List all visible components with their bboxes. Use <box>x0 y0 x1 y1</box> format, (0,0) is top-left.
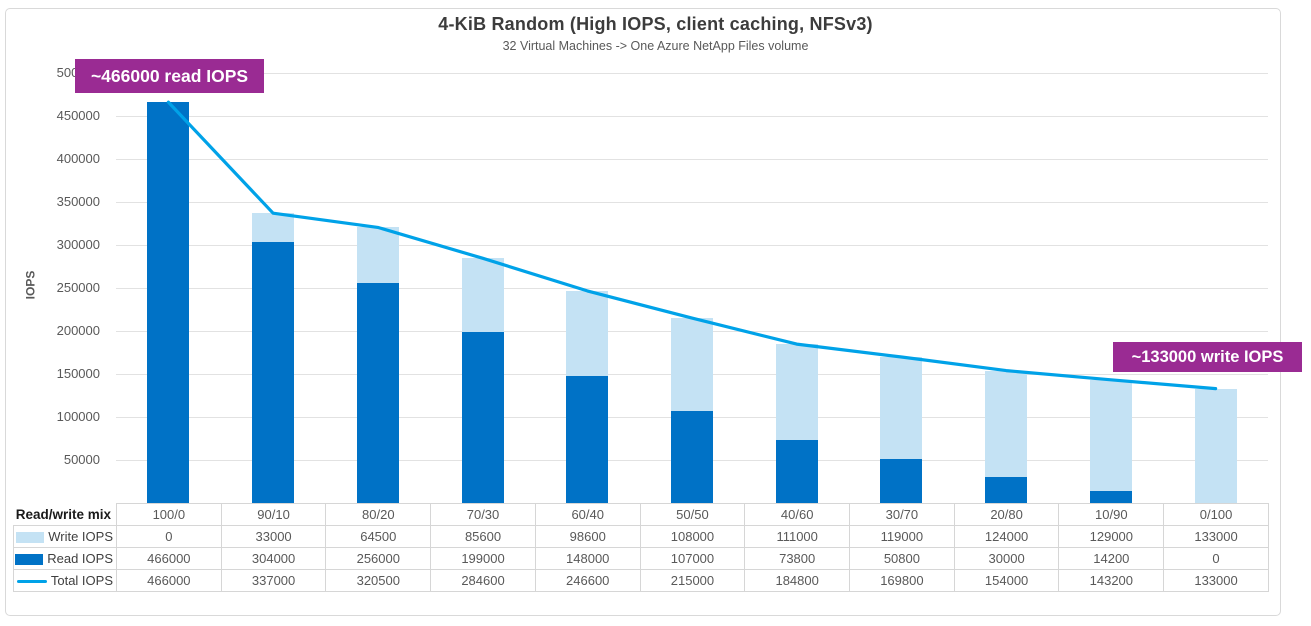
table-category-cell: 40/60 <box>744 503 851 526</box>
y-tick-label: 150000 <box>56 366 100 381</box>
chart-title: 4-KiB Random (High IOPS, client caching,… <box>438 14 873 34</box>
table-value-cell: 64500 <box>325 525 432 548</box>
table-value-cell: 111000 <box>744 525 851 548</box>
write-bar-swatch <box>16 532 45 544</box>
table-category-cell: 100/0 <box>116 503 222 526</box>
y-tick-label: 250000 <box>56 280 100 295</box>
table-value-cell: 256000 <box>325 547 432 570</box>
series-label-text: Total IOPS <box>50 573 113 588</box>
read-iops-bar <box>1089 490 1132 503</box>
y-tick-label: 300000 <box>56 237 100 252</box>
y-gridline <box>116 73 1268 74</box>
read-iops-bar <box>566 375 609 503</box>
y-tick-label: 200000 <box>56 323 100 338</box>
y-axis-label: IOPS <box>23 270 38 300</box>
write-iops-bar <box>461 258 504 332</box>
y-tick-label: 50000 <box>63 452 100 467</box>
table-value-cell: 148000 <box>534 547 641 570</box>
total-line-swatch <box>16 579 47 584</box>
read-iops-bar <box>356 282 399 503</box>
table-value-cell: 284600 <box>430 569 536 592</box>
series-label-text: Read IOPS <box>47 551 113 566</box>
read-iops-bar <box>985 477 1028 503</box>
write-iops-bar <box>880 356 923 460</box>
read-iops-bar <box>147 102 190 503</box>
table-value-cell: 199000 <box>430 547 536 570</box>
table-series-label: Read IOPS <box>13 547 117 570</box>
table-value-cell: 133000 <box>1163 525 1269 548</box>
write-iops-bar <box>775 344 818 440</box>
y-gridline <box>116 202 1268 203</box>
table-category-cell: 70/30 <box>430 503 536 526</box>
table-value-cell: 215000 <box>639 569 746 592</box>
read-iops-bar <box>671 410 713 503</box>
read-iops-callout: ~466000 read IOPS <box>75 59 264 93</box>
table-value-cell: 246600 <box>534 569 641 592</box>
table-value-cell: 466000 <box>116 547 222 570</box>
read-bar-swatch <box>15 554 44 566</box>
write-iops-bar <box>671 318 713 411</box>
table-value-cell: 14200 <box>1058 547 1165 570</box>
write-iops-bar <box>1089 379 1132 491</box>
series-label-text: Write IOPS <box>48 529 113 544</box>
y-tick-label: 100000 <box>56 409 100 424</box>
table-value-cell: 337000 <box>220 569 327 592</box>
read-iops-bar <box>880 459 923 503</box>
table-category-cell: 30/70 <box>849 503 955 526</box>
table-series-label: Write IOPS <box>13 525 117 548</box>
read-iops-bar <box>461 331 504 503</box>
y-gridline <box>116 116 1268 117</box>
table-category-cell: 80/20 <box>325 503 432 526</box>
read-iops-bar <box>252 241 295 503</box>
write-iops-bar <box>985 370 1028 478</box>
table-value-cell: 107000 <box>639 547 746 570</box>
table-value-cell: 0 <box>1163 547 1269 570</box>
table-category-cell: 20/80 <box>953 503 1060 526</box>
chart-subtitle: 32 Virtual Machines -> One Azure NetApp … <box>502 39 809 53</box>
table-value-cell: 304000 <box>220 547 327 570</box>
table-value-cell: 184800 <box>744 569 851 592</box>
table-series-label: Total IOPS <box>13 569 117 592</box>
read-iops-bar <box>775 439 818 503</box>
table-value-cell: 33000 <box>220 525 327 548</box>
table-value-cell: 98600 <box>534 525 641 548</box>
table-value-cell: 466000 <box>116 569 222 592</box>
data-table: Read/write mix 100/0 90/10 80/20 70/30 60/40 5… <box>13 503 1269 592</box>
table-value-cell: 129000 <box>1058 525 1165 548</box>
table-value-cell: 85600 <box>430 525 536 548</box>
write-iops-bar <box>252 213 295 242</box>
table-value-cell: 73800 <box>744 547 851 570</box>
write-iops-callout: ~133000 write IOPS <box>1113 342 1302 372</box>
table-value-cell: 119000 <box>849 525 955 548</box>
table-corner-label: Read/write mix <box>15 506 111 522</box>
table-value-cell: 108000 <box>639 525 746 548</box>
write-iops-bar <box>1194 388 1237 503</box>
table-value-cell: 50800 <box>849 547 955 570</box>
table-category-cell: 90/10 <box>220 503 327 526</box>
table-value-cell: 320500 <box>325 569 432 592</box>
table-value-cell: 133000 <box>1163 569 1269 592</box>
table-value-cell: 154000 <box>953 569 1060 592</box>
table-value-cell: 169800 <box>849 569 955 592</box>
y-tick-label: 450000 <box>56 108 100 123</box>
y-tick-label: 400000 <box>56 151 100 166</box>
y-tick-label: 350000 <box>56 194 100 209</box>
table-category-cell: 10/90 <box>1058 503 1165 526</box>
table-value-cell: 30000 <box>953 547 1060 570</box>
table-value-cell: 0 <box>116 525 222 548</box>
table-category-cell: 0/100 <box>1163 503 1269 526</box>
table-value-cell: 143200 <box>1058 569 1165 592</box>
table-category-cell: 50/50 <box>639 503 746 526</box>
write-iops-bar <box>566 290 609 376</box>
y-gridline <box>116 159 1268 160</box>
table-value-cell: 124000 <box>953 525 1060 548</box>
write-iops-bar <box>356 227 399 283</box>
table-category-cell: 60/40 <box>534 503 641 526</box>
